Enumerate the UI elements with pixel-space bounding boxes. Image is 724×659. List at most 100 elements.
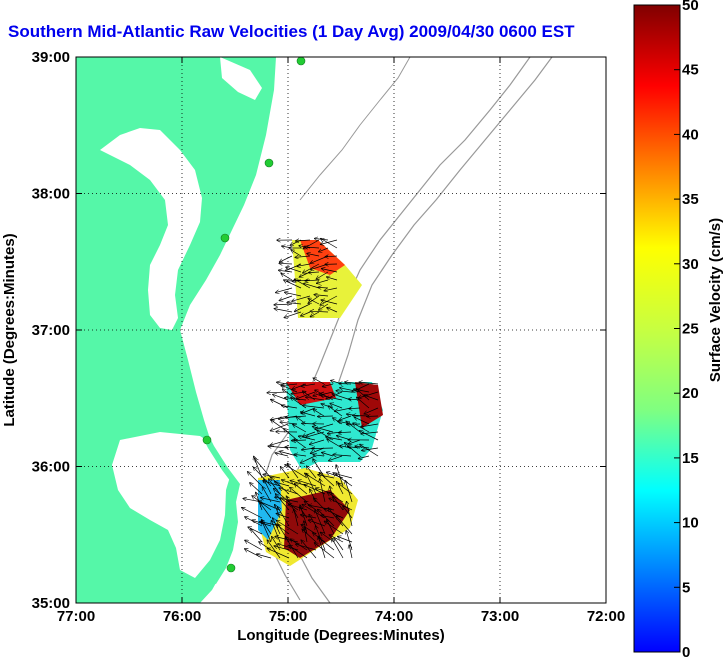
velocity-arrow bbox=[359, 382, 379, 384]
colorbar bbox=[633, 4, 681, 653]
velocity-arrow bbox=[358, 391, 379, 398]
colorbar-tick-label: 15 bbox=[682, 450, 699, 467]
velocity-arrow bbox=[279, 263, 293, 264]
velocity-arrow bbox=[250, 483, 263, 495]
velocity-arrow bbox=[317, 430, 334, 441]
velocity-arrow bbox=[278, 507, 290, 527]
velocity-arrow bbox=[362, 447, 379, 451]
velocity-arrow bbox=[361, 432, 379, 434]
velocity-arrow bbox=[315, 423, 334, 429]
velocity-arrow bbox=[309, 272, 320, 273]
velocity-arrow bbox=[277, 382, 289, 384]
velocity-arrow bbox=[318, 536, 326, 559]
velocity-arrow bbox=[261, 498, 281, 503]
velocity-arrow bbox=[324, 521, 344, 535]
velocity-arrow bbox=[345, 481, 353, 503]
velocity-arrow bbox=[321, 239, 338, 249]
velocity-arrow bbox=[275, 453, 289, 457]
velocity-arrow bbox=[294, 440, 307, 449]
velocity-arrow bbox=[280, 255, 293, 262]
velocity-arrow bbox=[326, 437, 343, 441]
velocity-arrow bbox=[276, 494, 290, 511]
velocity-arrow bbox=[285, 292, 302, 297]
station-markers bbox=[202, 56, 306, 573]
velocity-arrow bbox=[315, 510, 326, 535]
colorbar-tick-label: 0 bbox=[682, 644, 690, 659]
velocity-arrow bbox=[280, 422, 298, 424]
velocity-arrow bbox=[287, 463, 299, 479]
velocity-arrow bbox=[359, 431, 379, 441]
velocity-arrow bbox=[320, 295, 338, 305]
velocity-arrow bbox=[294, 454, 307, 456]
velocity-arrow bbox=[349, 408, 361, 409]
velocity-arrow bbox=[319, 473, 335, 487]
velocity-arrow bbox=[306, 474, 317, 495]
velocity-arrow bbox=[339, 415, 352, 420]
velocity-field-north-red bbox=[300, 240, 345, 275]
velocity-arrow bbox=[364, 395, 379, 401]
velocity-arrow bbox=[290, 488, 308, 503]
velocity-arrow bbox=[301, 311, 311, 316]
x-axis: 77:00 76:00 75:00 74:00 73:00 72:00 bbox=[57, 57, 625, 625]
velocity-arrow bbox=[322, 269, 338, 273]
velocity-arrow bbox=[285, 447, 298, 448]
velocity-arrow bbox=[284, 429, 298, 441]
x-tick-label: 76:00 bbox=[163, 608, 201, 625]
velocity-arrow bbox=[336, 474, 353, 479]
velocity-arrow bbox=[302, 529, 317, 543]
y-tick-label: 39:00 bbox=[32, 49, 70, 66]
velocity-arrow bbox=[262, 521, 272, 543]
colorbar-tick-label: 40 bbox=[682, 126, 699, 143]
velocity-arrow bbox=[294, 509, 299, 527]
velocity-arrow bbox=[315, 543, 335, 559]
velocity-arrow bbox=[324, 287, 338, 291]
velocity-arrow bbox=[347, 502, 353, 527]
velocity-arrow bbox=[289, 545, 308, 559]
x-tick-label: 75:00 bbox=[269, 608, 307, 625]
velocity-arrow bbox=[248, 472, 263, 487]
velocity-arrow bbox=[303, 431, 316, 436]
velocity-arrow bbox=[269, 479, 281, 495]
velocity-arrow bbox=[327, 308, 338, 313]
velocity-arrow bbox=[349, 545, 353, 559]
velocity-arrow bbox=[322, 453, 334, 457]
velocity-vectors bbox=[242, 239, 379, 559]
velocity-arrow bbox=[360, 444, 379, 457]
velocity-arrow bbox=[318, 416, 334, 417]
velocity-arrow bbox=[301, 540, 317, 559]
velocity-arrow bbox=[285, 465, 308, 479]
station-marker bbox=[296, 56, 306, 66]
y-axis: 39:00 38:00 37:00 36:00 35:00 bbox=[32, 49, 606, 612]
velocity-arrow bbox=[242, 508, 263, 519]
velocity-arrow bbox=[275, 482, 290, 487]
velocity-arrow bbox=[334, 538, 344, 551]
velocity-arrow bbox=[305, 280, 320, 281]
velocity-arrow bbox=[299, 436, 316, 441]
velocity-arrow bbox=[333, 497, 344, 511]
velocity-arrow bbox=[314, 295, 329, 296]
velocity-arrow bbox=[364, 407, 379, 414]
velocity-arrow bbox=[346, 421, 361, 433]
y-tick-label: 36:00 bbox=[32, 459, 70, 476]
velocity-arrow bbox=[251, 529, 263, 543]
velocity-arrow bbox=[310, 439, 325, 444]
velocity-arrow bbox=[295, 303, 311, 312]
delaware-bay bbox=[220, 57, 262, 100]
velocity-arrow bbox=[323, 383, 334, 387]
colorbar-tick-label: 30 bbox=[682, 256, 699, 273]
velocity-arrow bbox=[296, 240, 311, 241]
velocity-arrow bbox=[333, 455, 352, 456]
velocity-arrow bbox=[329, 455, 343, 461]
colorbar-tick-label: 45 bbox=[682, 62, 699, 79]
velocity-arrow bbox=[336, 465, 344, 487]
y-axis-label: Latitude (Degrees:Minutes) bbox=[1, 233, 18, 426]
velocity-arrow bbox=[327, 277, 338, 281]
velocity-arrow bbox=[310, 311, 320, 317]
colorbar-label: Surface Velocity (cm/s) bbox=[707, 218, 724, 382]
velocity-arrow bbox=[308, 295, 320, 303]
velocity-arrow bbox=[284, 280, 302, 289]
velocity-arrow bbox=[361, 423, 379, 427]
velocity-arrow bbox=[313, 409, 325, 417]
velocity-arrow bbox=[313, 427, 334, 433]
velocity-arrow bbox=[343, 506, 353, 519]
